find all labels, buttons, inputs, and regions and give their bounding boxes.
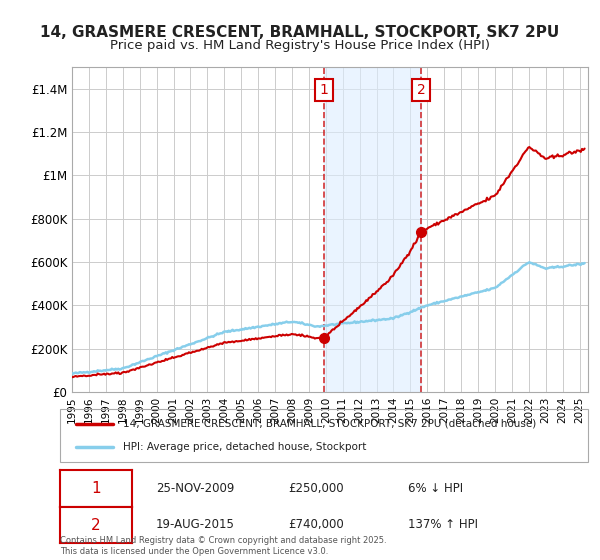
- Text: HPI: Average price, detached house, Stockport: HPI: Average price, detached house, Stoc…: [124, 442, 367, 452]
- Text: 14, GRASMERE CRESCENT, BRAMHALL, STOCKPORT, SK7 2PU: 14, GRASMERE CRESCENT, BRAMHALL, STOCKPO…: [40, 25, 560, 40]
- Text: 14, GRASMERE CRESCENT, BRAMHALL, STOCKPORT, SK7 2PU (detached house): 14, GRASMERE CRESCENT, BRAMHALL, STOCKPO…: [124, 419, 536, 429]
- Text: 1: 1: [91, 481, 101, 496]
- Text: 2: 2: [416, 83, 425, 97]
- Text: 19-AUG-2015: 19-AUG-2015: [156, 518, 235, 531]
- Text: £740,000: £740,000: [288, 518, 344, 531]
- Text: £250,000: £250,000: [288, 482, 344, 496]
- Bar: [324, 67, 421, 392]
- Text: 2: 2: [91, 517, 101, 533]
- Text: 6% ↓ HPI: 6% ↓ HPI: [408, 482, 463, 496]
- Text: 1: 1: [320, 83, 329, 97]
- Text: Price paid vs. HM Land Registry's House Price Index (HPI): Price paid vs. HM Land Registry's House …: [110, 39, 490, 52]
- Text: 137% ↑ HPI: 137% ↑ HPI: [408, 518, 478, 531]
- Text: Contains HM Land Registry data © Crown copyright and database right 2025.
This d: Contains HM Land Registry data © Crown c…: [60, 536, 386, 556]
- Text: 25-NOV-2009: 25-NOV-2009: [156, 482, 235, 496]
